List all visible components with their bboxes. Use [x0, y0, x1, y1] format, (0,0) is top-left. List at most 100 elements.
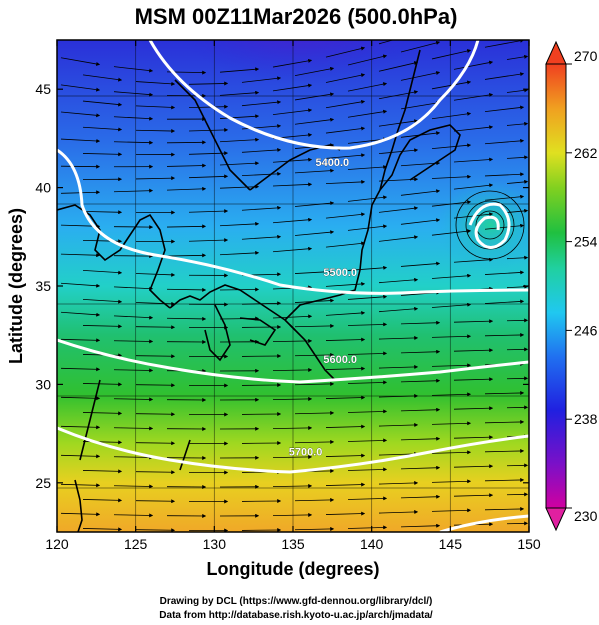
streamline-arrow	[82, 269, 123, 275]
streamline-arrow	[113, 140, 154, 145]
streamline-arrow	[166, 163, 207, 168]
streamline-arrow	[82, 411, 123, 416]
streamline-arrow	[166, 224, 207, 229]
streamline-arrow	[272, 83, 313, 92]
streamline-arrow	[82, 324, 123, 329]
eddy-streamline	[455, 190, 525, 260]
streamline-arrow	[347, 82, 388, 92]
streamline-arrow	[431, 421, 472, 426]
streamline-arrow	[272, 217, 313, 224]
streamline-arrow	[60, 253, 101, 258]
streamline-arrow	[431, 363, 472, 368]
streamline-arrow	[453, 348, 494, 353]
streamline-arrow	[294, 497, 335, 502]
streamline-arrow	[135, 128, 176, 133]
streamline-arrow	[166, 186, 207, 191]
streamline-arrow	[241, 147, 282, 153]
streamline-arrow	[82, 298, 123, 304]
streamline-arrow	[325, 395, 366, 400]
streamline-arrow	[60, 311, 101, 317]
streamline-arrow	[484, 299, 525, 304]
streamline-arrow	[325, 99, 366, 109]
streamline-arrow	[113, 91, 154, 97]
streamline-arrow	[378, 40, 395, 45]
streamline-arrow	[347, 322, 388, 327]
streamline-arrow	[431, 174, 472, 179]
streamline-arrow	[294, 323, 335, 328]
colorbar-tick-label: 270	[574, 48, 598, 64]
x-tick-label: 130	[203, 536, 227, 552]
streamline-arrow	[82, 152, 123, 157]
streamline-arrow	[431, 200, 472, 207]
streamline-arrow	[219, 114, 260, 119]
streamline-arrow	[506, 155, 529, 160]
streamline-arrow	[219, 161, 260, 166]
streamline-arrow	[431, 80, 472, 90]
streamline-arrow	[378, 480, 419, 485]
colorbar-tick-label: 262	[574, 145, 598, 161]
warm-pocket	[435, 180, 529, 270]
streamline-arrow	[431, 143, 472, 149]
streamline-arrow	[188, 151, 229, 156]
streamline-arrow	[484, 332, 525, 337]
streamline-arrow	[241, 205, 282, 211]
streamline-arrow	[347, 525, 388, 530]
streamline-arrow	[506, 284, 529, 289]
streamline-arrow	[400, 320, 441, 325]
streamline-arrow	[113, 484, 154, 489]
streamline-arrow	[347, 496, 388, 501]
streamline-arrow	[347, 137, 388, 144]
streamline-arrow	[347, 195, 388, 202]
y-tick-label: 40	[35, 180, 51, 196]
streamline-arrow	[166, 316, 207, 321]
streamline-arrow	[454, 30, 492, 39]
streamline-arrow	[60, 282, 101, 288]
x-tick-label: 135	[281, 536, 305, 552]
streamline-arrow	[400, 349, 441, 354]
streamline-arrow	[431, 392, 472, 397]
streamline-arrow	[506, 54, 529, 60]
streamline-arrow	[484, 138, 525, 145]
streamline-arrow	[135, 470, 176, 475]
streamline-arrow	[60, 57, 101, 66]
streamline-arrow	[113, 339, 154, 344]
streamline-arrow	[294, 352, 335, 357]
streamline-arrow	[325, 281, 366, 287]
streamline-arrow	[378, 451, 419, 456]
streamline-arrow	[484, 72, 525, 80]
streamline-arrow	[241, 76, 282, 83]
colorbar-ticks: 270 262 254 246 238 230	[566, 48, 598, 524]
streamline-arrow	[82, 469, 123, 474]
streamline-arrow	[113, 116, 154, 121]
streamline-arrow	[272, 367, 313, 372]
streamline-arrow	[294, 439, 335, 444]
streamline-arrow	[188, 174, 229, 179]
streamline-arrow	[135, 354, 176, 359]
streamline-arrow	[60, 396, 101, 401]
streamline-arrow	[347, 467, 388, 472]
y-tick-label: 30	[35, 376, 51, 392]
streamline-arrow	[113, 188, 154, 193]
streamline-arrow	[378, 119, 419, 127]
streamline-arrow	[400, 71, 441, 81]
streamline-arrow	[60, 338, 101, 343]
streamline-arrow	[378, 335, 419, 340]
streamline-arrow	[325, 126, 366, 134]
streamline-arrow	[431, 111, 472, 120]
streamline-arrow	[400, 261, 441, 267]
streamline-arrow	[272, 338, 313, 343]
streamline-arrow	[484, 194, 525, 201]
streamline-arrow	[325, 73, 366, 83]
streamline-arrow	[272, 396, 313, 401]
contour-eddy	[468, 202, 511, 249]
streamline-arrow	[506, 255, 529, 260]
streamline-arrow	[272, 58, 313, 68]
streamline-arrow	[219, 90, 260, 96]
streamline-arrow	[378, 277, 419, 284]
streamline-arrow	[453, 464, 494, 469]
map-title: MSM 00Z11Mar2026 (500.0hPa)	[135, 4, 458, 29]
streamline-arrow	[219, 184, 260, 189]
streamline-arrow	[453, 92, 494, 101]
streamline-arrow	[400, 407, 441, 412]
